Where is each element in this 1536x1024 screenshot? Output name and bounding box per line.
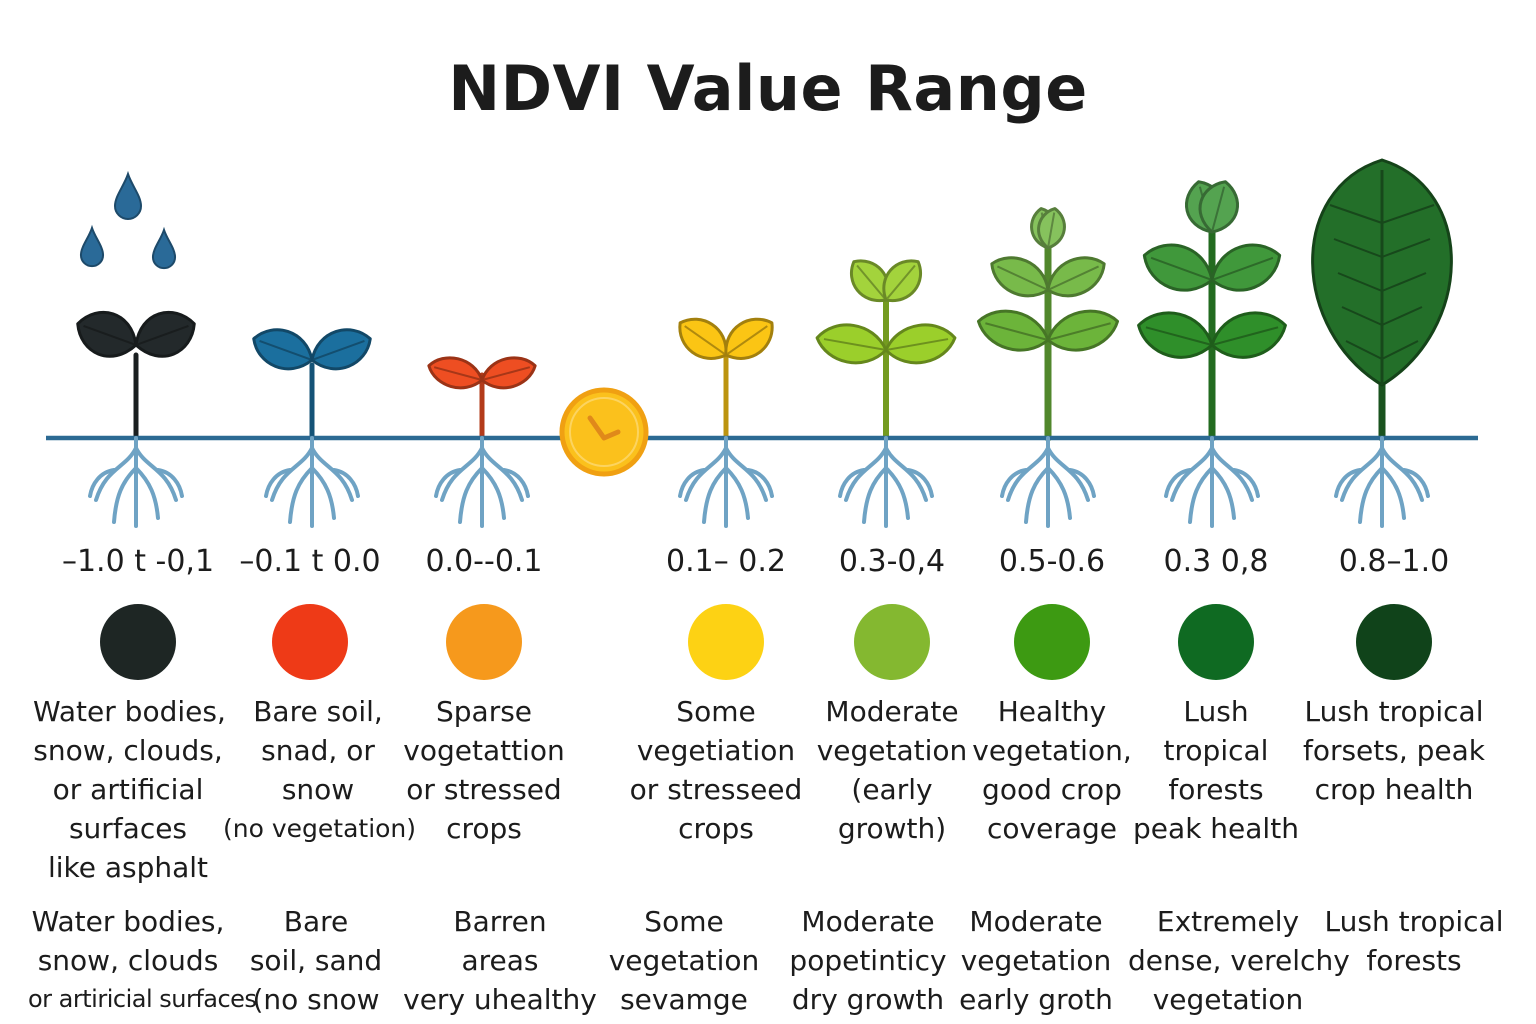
leaf <box>76 310 138 358</box>
roots <box>1000 436 1096 528</box>
secondary-description: Some vegetation sevamge <box>608 905 760 1016</box>
water-drop-icon <box>79 224 105 268</box>
secondary-description: Barren areas very uhealthy <box>403 905 597 1016</box>
description: Lush tropical forsets, peak crop health <box>1302 695 1486 806</box>
range-label: 0.3 0,8 <box>1163 544 1269 579</box>
color-swatch <box>100 604 176 680</box>
description: Moderate vegetation (early growth) <box>816 695 968 845</box>
color-swatch <box>1014 604 1090 680</box>
color-swatch <box>272 604 348 680</box>
color-swatch <box>854 604 930 680</box>
range-label: 0.1– 0.2 <box>666 544 786 579</box>
leaf <box>990 256 1050 298</box>
leaf <box>1037 207 1066 250</box>
secondary-description: Moderate vegetation early groth <box>959 905 1113 1016</box>
leaf <box>1046 256 1106 298</box>
color-swatch <box>1356 604 1432 680</box>
leaf <box>480 356 537 390</box>
water-drop-icon <box>113 170 143 220</box>
leaf <box>1210 311 1287 359</box>
leaf <box>884 323 957 365</box>
secondary-description: Lush tropical forests <box>1324 905 1504 977</box>
plant-icon <box>1311 158 1453 442</box>
secondary-description: Bare soil, sand (no snow <box>249 905 383 1016</box>
down-arrow-circle-icon <box>559 387 649 477</box>
description: Lush tropical forests peak health <box>1133 695 1299 845</box>
plant-row <box>76 158 1453 442</box>
color-swatch <box>1178 604 1254 680</box>
leaf <box>252 328 314 371</box>
description: Water bodies, snow, clouds, or artificial s… <box>33 695 226 884</box>
range-label: 0.8–1.0 <box>1338 544 1450 579</box>
secondary-description: Extremely dense, verelchy vegetation <box>1128 905 1350 1016</box>
plant-icon <box>252 328 372 441</box>
leaf <box>1046 309 1120 352</box>
secondary-description: Water bodies, snow, clouds or artiricial s… <box>28 905 257 1013</box>
roots <box>264 436 360 528</box>
leaf <box>882 259 922 303</box>
roots <box>1334 436 1430 528</box>
leaf <box>1137 311 1214 359</box>
root-row <box>88 436 1430 528</box>
color-swatch <box>688 604 764 680</box>
leaf <box>678 317 728 360</box>
range-label: –0.1 t 0.0 <box>239 544 381 579</box>
color-swatch <box>446 604 522 680</box>
roots <box>434 436 530 528</box>
range-label: –1.0 t -0,1 <box>61 544 215 579</box>
roots <box>88 436 184 528</box>
roots <box>838 436 934 528</box>
plant-icon <box>678 317 774 441</box>
water-drop-icon <box>151 226 177 270</box>
plant-icon <box>976 207 1120 442</box>
leaf <box>1311 158 1453 387</box>
leaf <box>310 328 372 371</box>
leaf <box>427 356 484 390</box>
description: Bare soil, snad, or snow (no vegetation) <box>223 695 417 843</box>
roots <box>678 436 774 528</box>
plant-icon <box>1137 180 1287 442</box>
leaf <box>815 323 888 365</box>
plant-icon <box>427 356 537 441</box>
leaf <box>1142 243 1214 292</box>
roots <box>1164 436 1260 528</box>
leaf <box>724 317 774 360</box>
secondary-description: Moderate popetinticy dry growth <box>789 905 947 1016</box>
leaf <box>1210 243 1282 292</box>
page-title: NDVI Value Range <box>448 52 1088 125</box>
description: Sparse vogetattion or stressed crops <box>403 695 565 845</box>
leaf <box>1198 180 1240 234</box>
leaf <box>134 310 196 358</box>
description: Some vegetiation or stresseed crops <box>629 695 803 845</box>
range-label: 0.0--0.1 <box>425 544 543 579</box>
range-label: 0.5-0.6 <box>998 544 1106 579</box>
range-label: 0.3-0,4 <box>838 544 946 579</box>
leaf <box>976 309 1050 352</box>
description: Healthy vegetation, good crop coverage <box>972 695 1132 845</box>
plant-icon <box>76 310 196 441</box>
water-drop-icon <box>79 170 177 270</box>
plant-icon <box>815 259 957 441</box>
